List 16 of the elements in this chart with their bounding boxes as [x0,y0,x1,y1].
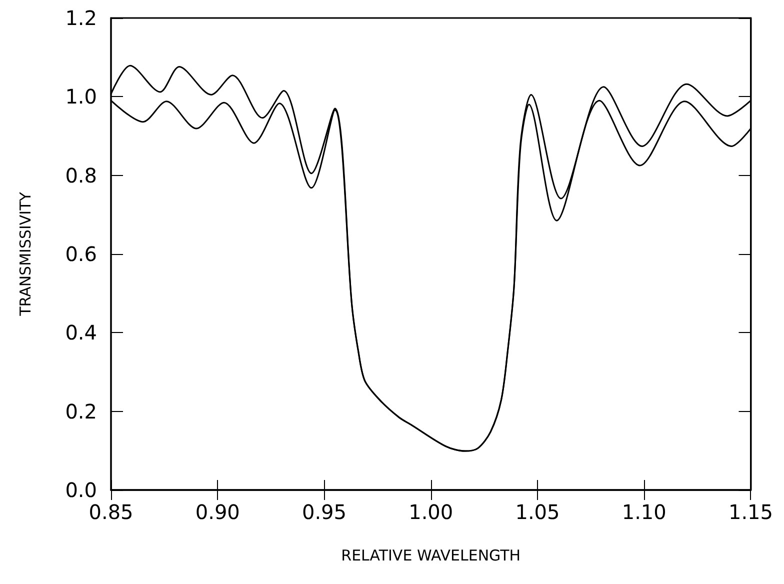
y-axis-title: TRANSMISSIVITY [16,191,34,317]
y-tick-label: 0.0 [65,478,97,502]
x-tick-label: 1.00 [408,500,454,524]
y-tick-label: 0.6 [65,242,97,266]
y-tick-label: 0.2 [65,399,97,424]
y-tick-label: 1.2 [65,6,97,30]
x-tick-label: 0.95 [302,500,347,524]
x-tick-label: 0.85 [88,500,134,524]
y-tick-label: 1.0 [65,84,97,109]
x-tick-label: 1.15 [728,500,773,524]
x-axis-title: RELATIVE WAVELENGTH [341,546,521,564]
x-tick-label: 1.05 [515,500,560,524]
x-tick-label: 0.90 [195,500,240,524]
y-tick-label: 0.4 [65,320,97,345]
x-tick-label: 1.10 [622,500,666,524]
y-tick-label: 0.8 [65,163,97,188]
